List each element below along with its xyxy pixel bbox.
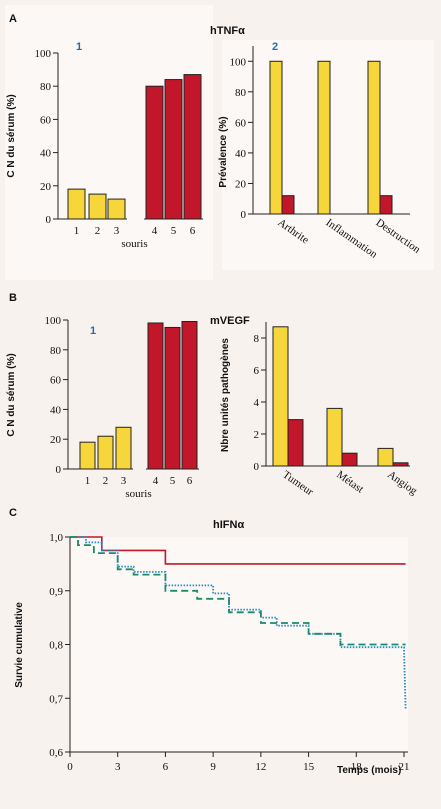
- section-a-title: hTNFα: [210, 25, 245, 37]
- x-tick-label: 3: [115, 761, 121, 773]
- x-tick-label: Métast: [334, 469, 365, 496]
- x-tick-label: 6: [190, 225, 196, 237]
- x-axis-label: Temps (mois): [337, 765, 401, 776]
- x-tick-label: 21: [399, 761, 410, 773]
- y-axis-label: C N du sérum (%): [6, 94, 17, 177]
- bar-Angiog-red: [392, 462, 409, 467]
- y-tick-label: 2: [254, 429, 260, 441]
- bar-6: [181, 320, 198, 470]
- y-tick-label: 0,6: [49, 747, 63, 759]
- bar-3: [115, 426, 132, 470]
- y-tick-label: 0,9: [49, 586, 63, 598]
- survival-curve-red: [70, 536, 406, 565]
- section-a-label: A: [9, 13, 17, 25]
- x-axis-label: souris: [125, 488, 151, 500]
- panel-number: 2: [272, 41, 278, 53]
- chart-a1: 0 20 40 60 80 100 1 1 2 3 4 5 6 souris C N du sérum (%…: [6, 41, 203, 250]
- y-tick-label: 80: [235, 87, 247, 99]
- y-tick-label: 6: [254, 365, 260, 377]
- bar-Arthrite-red: [281, 195, 295, 215]
- x-tick-label: 4: [152, 225, 158, 237]
- section-c-label: C: [9, 507, 17, 519]
- y-axis-label: Survie cumulative: [14, 602, 25, 688]
- y-tick-label: 40: [40, 148, 52, 160]
- x-tick-label: Tumeur: [280, 469, 315, 499]
- bar-Inflammation-yellow: [317, 60, 331, 215]
- bar-1: [79, 441, 96, 470]
- bar-Destruction-red: [379, 195, 393, 215]
- bar-Tumeur-red: [287, 419, 304, 467]
- bar-Tumeur-yellow: [272, 326, 289, 467]
- y-tick-label: 80: [40, 81, 52, 93]
- x-tick-label: 2: [103, 475, 109, 487]
- x-tick-label: 18: [351, 761, 363, 773]
- y-tick-label: 0,8: [49, 640, 63, 652]
- bar-Angiog-yellow: [377, 447, 394, 467]
- bar-3: [107, 198, 126, 220]
- bar-2: [97, 435, 114, 470]
- chart-b2: 024682TumeurMétastAngiogNbre unités path…: [220, 322, 420, 498]
- bar-Métast-red: [341, 452, 358, 467]
- y-tick-label: 60: [50, 375, 62, 387]
- y-tick-label: 4: [254, 397, 260, 409]
- y-tick-label: 20: [50, 434, 62, 446]
- y-tick-label: 0: [46, 214, 52, 226]
- y-tick-label: 100: [230, 56, 247, 68]
- bar-5: [164, 79, 183, 220]
- bar-4: [145, 85, 164, 220]
- y-tick-label: 100: [35, 48, 52, 60]
- x-tick-label: 1: [74, 225, 80, 237]
- bar-Métast-yellow: [326, 407, 343, 467]
- y-tick-label: 1,0: [49, 532, 63, 544]
- y-tick-label: 60: [235, 117, 247, 129]
- x-tick-label: 5: [170, 475, 176, 487]
- y-tick-label: 40: [235, 148, 247, 160]
- survival-curve-green: [70, 536, 406, 646]
- x-tick-label: 12: [255, 761, 266, 773]
- y-tick-label: 100: [45, 315, 62, 327]
- bar-5: [164, 326, 181, 470]
- x-tick-label: 3: [121, 475, 127, 487]
- y-tick-label: 40: [50, 404, 62, 416]
- x-tick-label: 4: [153, 475, 159, 487]
- y-tick-label: 8: [254, 333, 260, 345]
- y-axis-label: Prévalence (%): [218, 116, 229, 187]
- section-c-title: hIFNα: [213, 519, 244, 531]
- x-tick-label: 15: [303, 761, 315, 773]
- bar-2: [88, 193, 107, 220]
- bar-Destruction-yellow: [367, 60, 381, 215]
- x-tick-label: 0: [67, 761, 73, 773]
- bar-Arthrite-yellow: [269, 60, 283, 215]
- bar-6: [183, 74, 202, 220]
- section-b-title: mVEGF: [210, 315, 250, 327]
- y-tick-label: 0: [254, 461, 260, 473]
- x-tick-label: 2: [95, 225, 101, 237]
- y-tick-label: 0,7: [49, 693, 63, 705]
- y-tick-label: 0: [56, 464, 62, 476]
- y-tick-label: 20: [235, 178, 247, 190]
- x-tick-label: Angiog: [385, 469, 419, 498]
- x-axis-label: souris: [121, 238, 147, 250]
- bar-1: [67, 188, 86, 220]
- x-tick-label: 6: [163, 761, 169, 773]
- panel-number: 1: [76, 41, 82, 53]
- x-tick-label: 6: [187, 475, 193, 487]
- y-tick-label: 80: [50, 345, 62, 357]
- y-tick-label: 20: [40, 181, 52, 193]
- section-b-label: B: [9, 292, 17, 304]
- y-tick-label: 0: [241, 209, 247, 221]
- y-axis-label: C N du sérum (%): [6, 353, 17, 436]
- x-tick-label: 9: [210, 761, 216, 773]
- bar-4: [147, 322, 164, 470]
- panel-number: 1: [90, 325, 96, 337]
- y-tick-label: 60: [40, 114, 52, 126]
- y-axis-label: Nbre unités pathogènes: [220, 338, 231, 452]
- survival-curve-blue: [70, 536, 407, 710]
- x-tick-label: 3: [114, 225, 120, 237]
- x-tick-label: 1: [85, 475, 91, 487]
- x-tick-label: 5: [171, 225, 177, 237]
